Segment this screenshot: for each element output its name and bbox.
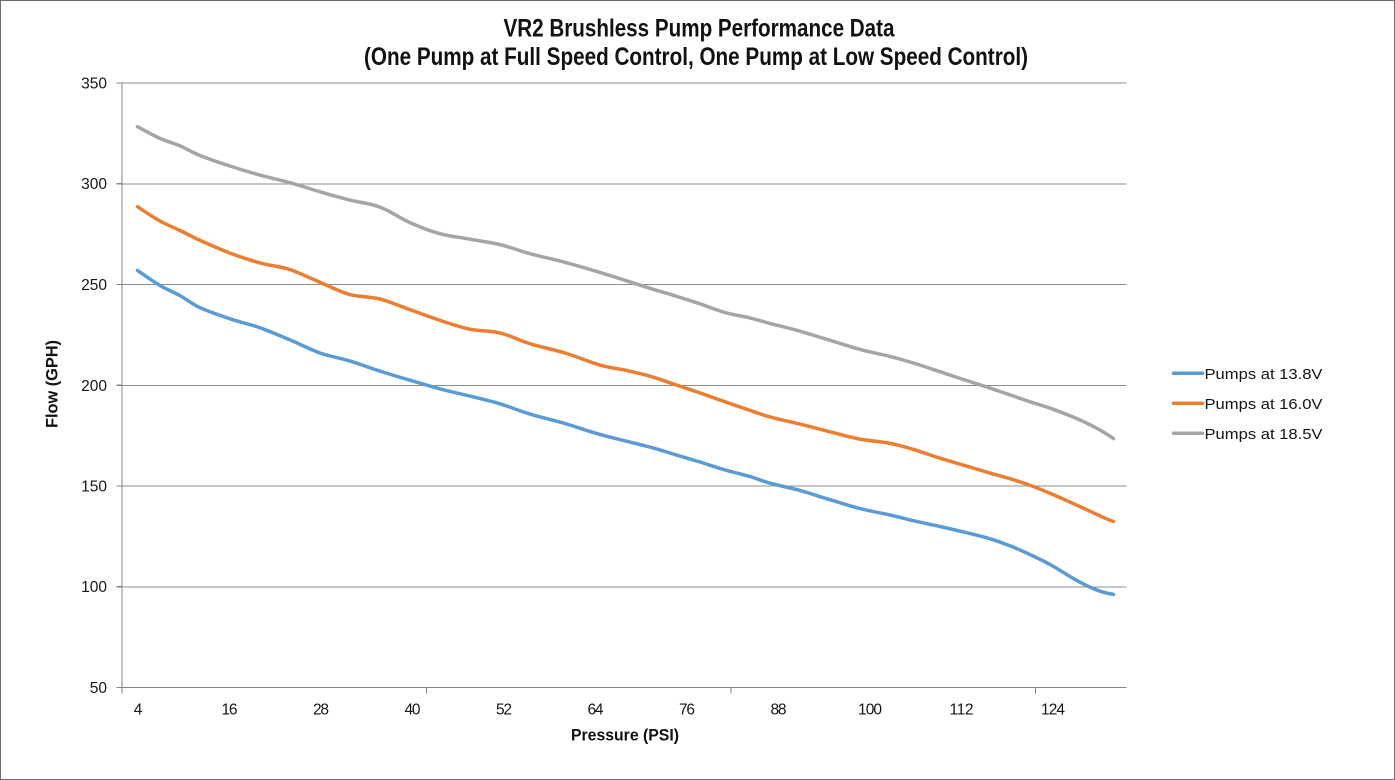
svg-text:250: 250	[81, 277, 107, 294]
svg-text:Flow (GPH): Flow (GPH)	[44, 340, 62, 428]
svg-text:124: 124	[1041, 702, 1065, 719]
svg-text:52: 52	[496, 702, 512, 719]
svg-text:Pumps at 18.5V: Pumps at 18.5V	[1205, 426, 1323, 443]
svg-text:76: 76	[679, 702, 695, 719]
svg-text:16: 16	[222, 702, 238, 719]
svg-text:100: 100	[858, 702, 882, 719]
svg-text:50: 50	[90, 680, 108, 697]
svg-text:(One Pump at Full Speed Contro: (One Pump at Full Speed Control, One Pum…	[364, 43, 1028, 71]
svg-text:350: 350	[81, 76, 107, 93]
svg-text:300: 300	[81, 176, 107, 193]
svg-text:112: 112	[950, 702, 974, 719]
svg-text:Pumps at 13.8V: Pumps at 13.8V	[1205, 366, 1323, 383]
svg-text:150: 150	[81, 479, 107, 496]
svg-text:VR2 Brushless Pump Performance: VR2 Brushless Pump Performance Data	[504, 15, 896, 43]
svg-text:200: 200	[81, 378, 107, 395]
svg-text:Pumps at 16.0V: Pumps at 16.0V	[1205, 396, 1323, 413]
svg-text:40: 40	[405, 702, 421, 719]
svg-text:28: 28	[313, 702, 329, 719]
svg-text:88: 88	[771, 702, 787, 719]
svg-text:100: 100	[81, 579, 107, 596]
svg-text:64: 64	[588, 702, 604, 719]
svg-text:4: 4	[134, 702, 143, 719]
svg-text:Pressure (PSI): Pressure (PSI)	[571, 727, 679, 745]
